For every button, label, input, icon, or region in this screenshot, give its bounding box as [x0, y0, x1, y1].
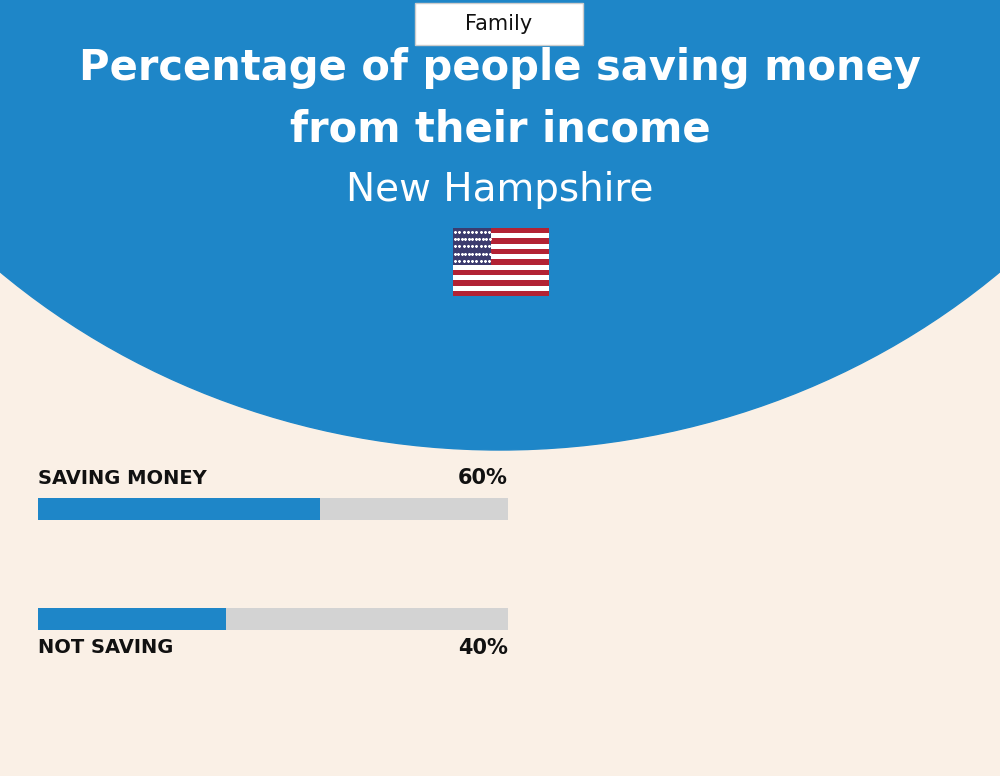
Text: from their income: from their income — [290, 109, 710, 151]
FancyBboxPatch shape — [453, 280, 549, 286]
FancyBboxPatch shape — [453, 255, 549, 259]
Text: Family: Family — [465, 14, 533, 34]
FancyBboxPatch shape — [453, 238, 549, 244]
Ellipse shape — [0, 0, 1000, 450]
FancyBboxPatch shape — [453, 228, 491, 265]
FancyBboxPatch shape — [38, 608, 226, 630]
FancyBboxPatch shape — [38, 608, 508, 630]
FancyBboxPatch shape — [453, 286, 549, 291]
FancyBboxPatch shape — [453, 234, 549, 238]
Text: 40%: 40% — [458, 638, 508, 658]
FancyBboxPatch shape — [415, 3, 583, 45]
FancyBboxPatch shape — [453, 259, 549, 265]
FancyBboxPatch shape — [453, 291, 549, 296]
FancyBboxPatch shape — [38, 498, 320, 520]
Text: 60%: 60% — [458, 468, 508, 488]
FancyBboxPatch shape — [453, 228, 549, 234]
Text: New Hampshire: New Hampshire — [346, 171, 654, 209]
Text: NOT SAVING: NOT SAVING — [38, 638, 173, 657]
FancyBboxPatch shape — [453, 275, 549, 280]
FancyBboxPatch shape — [453, 244, 549, 249]
Text: Percentage of people saving money: Percentage of people saving money — [79, 47, 921, 89]
FancyBboxPatch shape — [38, 498, 508, 520]
FancyBboxPatch shape — [453, 270, 549, 275]
FancyBboxPatch shape — [453, 249, 549, 255]
Text: SAVING MONEY: SAVING MONEY — [38, 469, 207, 488]
FancyBboxPatch shape — [453, 265, 549, 270]
